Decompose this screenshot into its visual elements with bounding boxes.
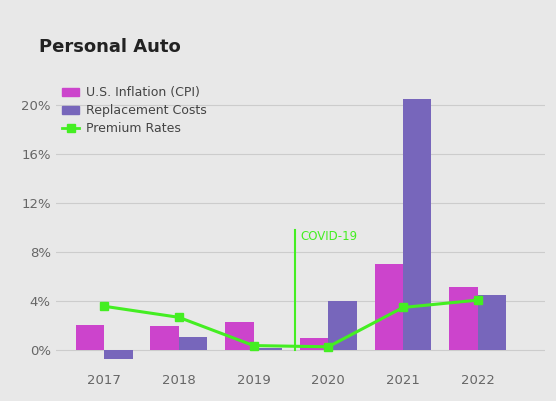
- Bar: [76, 325, 104, 350]
- Text: COVID-19: COVID-19: [301, 230, 358, 243]
- Bar: [300, 338, 328, 350]
- Bar: [328, 301, 356, 350]
- Bar: [478, 295, 506, 350]
- Bar: [403, 99, 431, 350]
- Bar: [151, 326, 179, 350]
- Legend: U.S. Inflation (CPI), Replacement Costs, Premium Rates: U.S. Inflation (CPI), Replacement Costs,…: [62, 87, 206, 136]
- Bar: [225, 322, 254, 350]
- Bar: [449, 287, 478, 350]
- Text: Personal Auto: Personal Auto: [39, 38, 181, 56]
- Bar: [179, 337, 207, 350]
- Bar: [375, 265, 403, 350]
- Bar: [104, 350, 132, 359]
- Bar: [254, 348, 282, 350]
